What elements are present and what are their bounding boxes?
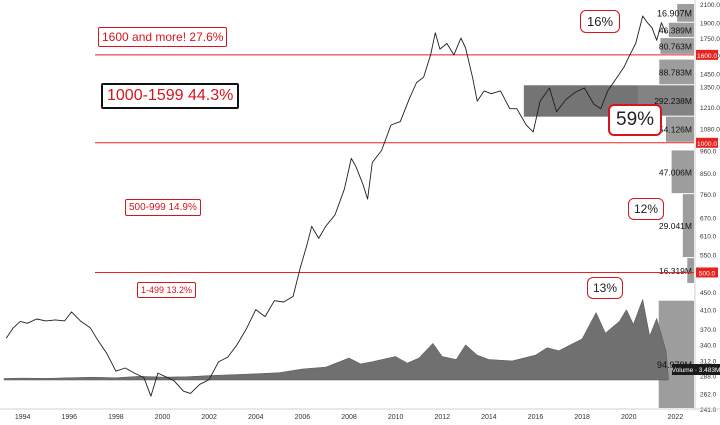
y-tick-label: 1350.0 bbox=[700, 85, 720, 92]
volume-tag-box bbox=[672, 364, 720, 375]
y-tick-label: 262.0 bbox=[700, 391, 717, 398]
x-tick-label: 2022 bbox=[668, 414, 684, 421]
x-tick-label: 1998 bbox=[108, 414, 124, 421]
percent-box-59: 59% bbox=[608, 104, 663, 136]
volume-profile-label: 80.763M bbox=[659, 41, 692, 51]
price-line bbox=[5, 15, 667, 397]
y-tick-label: 241.0 bbox=[700, 407, 717, 414]
y-tick-label: 1750.0 bbox=[700, 36, 720, 43]
y-tick-label: 610.0 bbox=[700, 233, 717, 240]
percent-box-13: 13% bbox=[587, 277, 624, 299]
x-tick-label: 2004 bbox=[248, 414, 264, 421]
y-tag-box bbox=[696, 137, 718, 148]
y-tick-label: 850.0 bbox=[700, 171, 717, 178]
x-tick-label: 2014 bbox=[481, 414, 497, 421]
volume-profile-label: 16.907M bbox=[657, 8, 692, 18]
x-tick-label: 1994 bbox=[15, 414, 31, 421]
y-tick-label: 410.0 bbox=[700, 308, 717, 315]
y-tag-label: 1000.0 bbox=[697, 141, 717, 148]
x-tick-label: 2010 bbox=[388, 414, 404, 421]
y-tick-label: 340.0 bbox=[700, 343, 717, 350]
y-tick-label: 370.0 bbox=[700, 327, 717, 334]
y-tag-label: 500.0 bbox=[699, 270, 716, 277]
volume-profile-bar bbox=[659, 59, 694, 85]
percent-box-16: 16% bbox=[580, 10, 621, 33]
band-label-1-499: 1-499 13.2% bbox=[137, 282, 197, 298]
band-label-500-999: 500-999 14.9% bbox=[125, 199, 201, 216]
volume-area bbox=[3, 298, 669, 381]
y-tick-label: 1210.0 bbox=[700, 105, 720, 112]
y-tick-label: 960.0 bbox=[700, 148, 717, 155]
x-tick-label: 2012 bbox=[434, 414, 450, 421]
x-tick-label: 2000 bbox=[155, 414, 171, 421]
volume-profile-bar bbox=[666, 116, 694, 142]
y-tag-box bbox=[696, 49, 718, 60]
band-label-1600-plus: 1600 and more! 27.6% bbox=[98, 27, 228, 47]
x-tick-label: 2016 bbox=[528, 414, 544, 421]
volume-profile-bar bbox=[677, 4, 694, 22]
x-tick-label: 2008 bbox=[341, 414, 357, 421]
y-tick-label: 312.0 bbox=[700, 359, 717, 366]
volume-profile-label: 88.783M bbox=[659, 67, 692, 77]
y-tick-label: 288.0 bbox=[700, 374, 717, 381]
volume-profile-bar bbox=[682, 194, 694, 258]
volume-profile-bar bbox=[668, 22, 694, 38]
volume-profile-label: 54.126M bbox=[659, 125, 692, 135]
y-tag-label: 1600.0 bbox=[697, 53, 717, 60]
y-tag-box bbox=[696, 267, 718, 278]
volume-profile-label: 29.041M bbox=[659, 221, 692, 231]
y-tick-label: 1450.0 bbox=[700, 71, 720, 78]
volume-profile-label: 292.238M bbox=[654, 96, 692, 106]
volume-profile-label: 16.319M bbox=[659, 266, 692, 276]
percent-box-12: 12% bbox=[628, 198, 665, 220]
volume-profile-label: 46.389M bbox=[659, 25, 692, 35]
x-tick-label: 1996 bbox=[61, 414, 77, 421]
volume-profile-bar bbox=[687, 258, 694, 284]
y-tick-label: 1080.0 bbox=[700, 126, 720, 133]
y-tick-label: 670.0 bbox=[700, 216, 717, 223]
y-tick-label: 2100.0 bbox=[700, 2, 720, 9]
y-tick-label: 450.0 bbox=[700, 290, 717, 297]
y-tick-label: 760.0 bbox=[700, 192, 717, 199]
x-tick-label: 2020 bbox=[621, 414, 637, 421]
volume-profile-bar bbox=[660, 38, 694, 54]
x-tick-label: 2006 bbox=[295, 414, 311, 421]
volume-tag-label: Volume ∙ 3.483M bbox=[672, 367, 720, 374]
y-tick-label: 550.0 bbox=[700, 253, 717, 260]
volume-profile-bar bbox=[671, 150, 694, 194]
volume-profile-label: 47.006M bbox=[659, 167, 692, 177]
y-tick-label: 1900.0 bbox=[700, 21, 720, 28]
band-label-1000-1599: 1000-1599 44.3% bbox=[101, 83, 240, 109]
x-tick-label: 2002 bbox=[201, 414, 217, 421]
x-tick-label: 2018 bbox=[574, 414, 590, 421]
